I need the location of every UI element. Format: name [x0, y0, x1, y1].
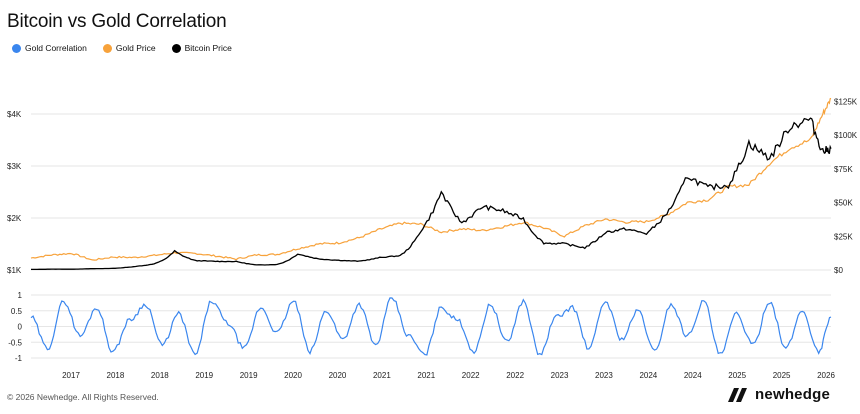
y-right-tick-label: $0 [834, 266, 843, 275]
x-tick-label: 2024 [639, 371, 657, 380]
brand-name: newhedge [755, 386, 830, 403]
y-right-tick-label: $75K [834, 165, 853, 174]
x-tick-label: 2026 [817, 371, 835, 380]
y-left-tick-label: $2K [7, 214, 22, 223]
legend-dot-gold-correlation [12, 43, 21, 53]
series-line-gold-price [30, 97, 832, 261]
x-tick-label: 2021 [417, 371, 435, 380]
legend-item-gold-correlation[interactable]: Gold Correlation [12, 43, 87, 53]
legend-dot-bitcoin-price [171, 43, 181, 53]
x-tick-label: 2019 [240, 371, 258, 380]
x-tick-label: 2018 [107, 371, 125, 380]
y-corr-tick-label: 0 [18, 323, 23, 332]
x-tick-label: 2018 [151, 371, 169, 380]
x-tick-label: 2022 [462, 371, 480, 380]
series-line-gold-correlation [30, 297, 832, 356]
x-tick-label: 2019 [195, 371, 213, 380]
y-corr-tick-label: 0.5 [11, 307, 23, 316]
y-right-tick-label: $25K [834, 232, 853, 241]
x-tick-label: 2023 [551, 371, 569, 380]
y-right-tick-label: $125K [834, 97, 858, 106]
legend-label-gold-correlation: Gold Correlation [25, 43, 87, 53]
y-corr-tick-label: 1 [18, 291, 23, 300]
legend-label-gold-price: Gold Price [115, 43, 156, 53]
x-tick-label: 2025 [773, 371, 791, 380]
legend-item-gold-price[interactable]: Gold Price [102, 43, 156, 53]
legend-item-bitcoin-price[interactable]: Bitcoin Price [171, 43, 232, 53]
brand-logo: newhedge [728, 386, 830, 403]
x-tick-label: 2024 [684, 371, 702, 380]
x-tick-label: 2020 [284, 371, 302, 380]
legend-dot-gold-price [102, 43, 112, 53]
x-tick-label: 2021 [373, 371, 391, 380]
x-tick-label: 2023 [595, 371, 613, 380]
chart-title: Bitcoin vs Gold Correlation [7, 11, 227, 32]
legend: Gold Correlation Gold Price Bitcoin Pric… [12, 43, 232, 53]
y-right-tick-label: $50K [834, 199, 853, 208]
copyright-footer: © 2026 Newhedge. All Rights Reserved. [7, 392, 159, 402]
y-left-tick-label: $3K [7, 162, 22, 171]
x-tick-label: 2025 [728, 371, 746, 380]
x-tick-label: 2017 [62, 371, 80, 380]
series-line-bitcoin-price [31, 117, 832, 271]
y-left-tick-label: $4K [7, 110, 22, 119]
x-tick-label: 2020 [329, 371, 347, 380]
y-right-tick-label: $100K [834, 131, 858, 140]
legend-label-bitcoin-price: Bitcoin Price [184, 43, 232, 53]
newhedge-logo-icon [728, 387, 748, 402]
y-left-tick-label: $1K [7, 266, 22, 275]
x-tick-label: 2022 [506, 371, 524, 380]
y-corr-tick-label: -1 [15, 354, 23, 363]
y-corr-tick-label: -0.5 [8, 338, 22, 347]
